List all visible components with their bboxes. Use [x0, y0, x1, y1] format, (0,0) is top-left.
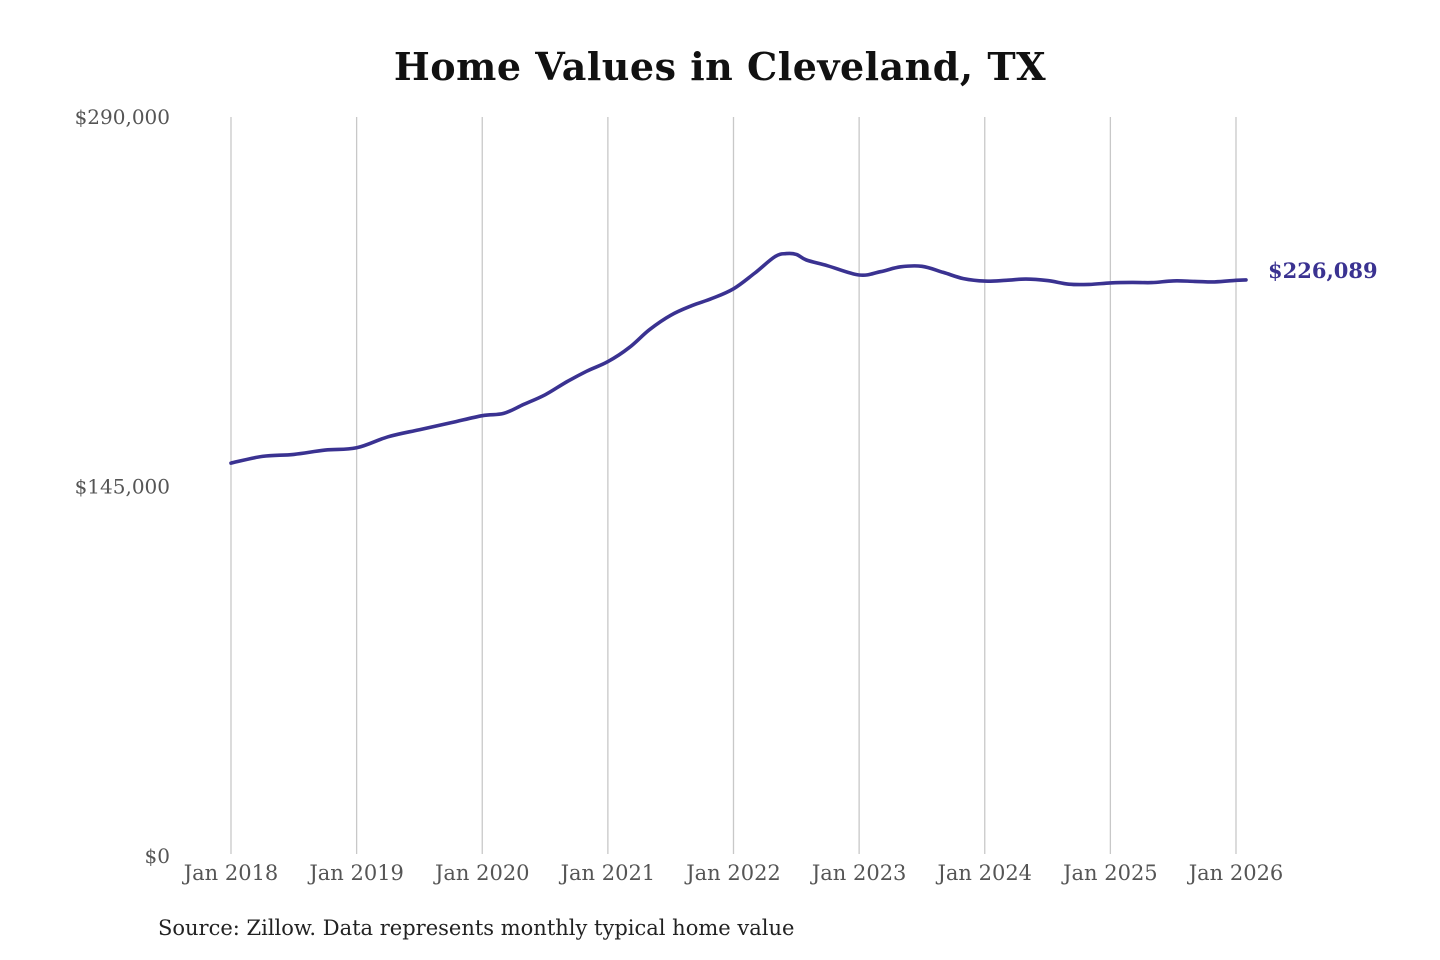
x-tick-label: Jan 2025: [1061, 861, 1158, 885]
source-note: Source: Zillow. Data represents monthly …: [158, 916, 795, 940]
x-axis: Jan 2018 Jan 2019 Jan 2020 Jan 2021 Jan 2022…: [182, 861, 1284, 885]
x-tick-label: Jan 2026: [1187, 861, 1284, 885]
annotations: $226,089: [1268, 258, 1378, 283]
x-tick-label: Jan 2018: [182, 861, 279, 885]
y-tick-label: $290,000: [75, 105, 170, 129]
series: [229, 251, 1248, 465]
x-tick-label: Jan 2024: [935, 861, 1032, 885]
x-tick-label: Jan 2022: [684, 861, 781, 885]
x-tick-label: Jan 2021: [559, 861, 656, 885]
y-axis: $290,000 $145,000 $0: [75, 105, 170, 868]
y-tick-label: $0: [145, 844, 170, 868]
x-tick-label: Jan 2019: [307, 861, 404, 885]
x-tick-label: Jan 2023: [810, 861, 907, 885]
series-line: [229, 251, 1248, 465]
y-tick-label: $145,000: [75, 475, 170, 499]
end-value-label: $226,089: [1268, 258, 1378, 283]
x-tick-label: Jan 2020: [433, 861, 530, 885]
gridlines: [230, 117, 1237, 854]
chart-title: Home Values in Cleveland, TX: [393, 44, 1047, 89]
